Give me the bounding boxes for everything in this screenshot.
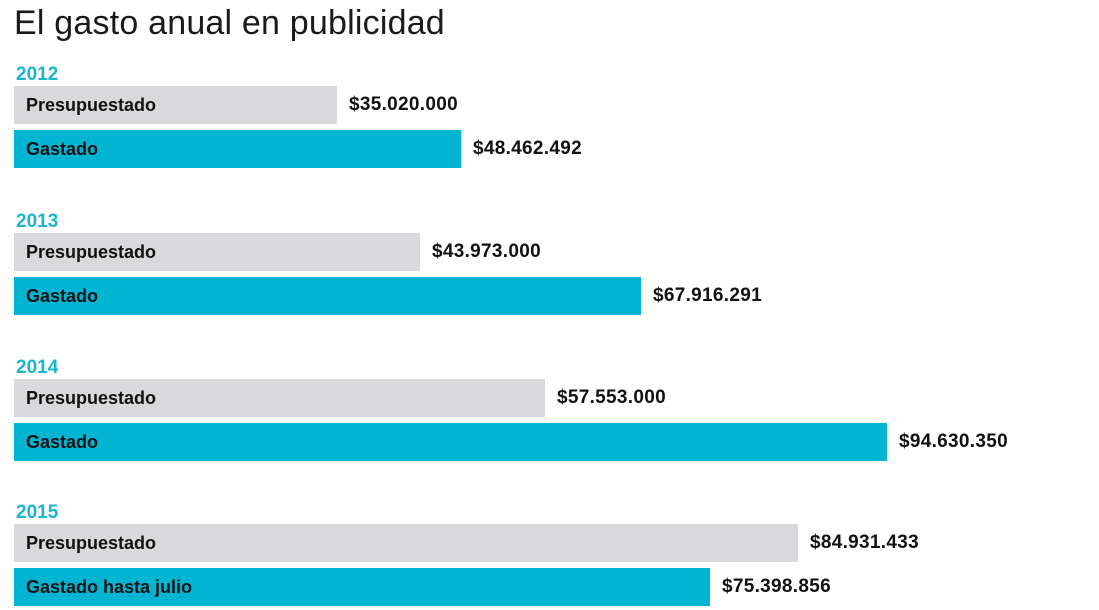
budget-bar: Presupuestado <box>14 233 420 271</box>
bar-value-label: $57.553.000 <box>557 387 666 408</box>
bar-label: Presupuestado <box>26 533 157 553</box>
bar-label: Gastado hasta julio <box>26 577 193 597</box>
year-label: 2012 <box>16 64 59 85</box>
spent-bar: Gastado <box>14 423 887 461</box>
spent-bar: Gastado <box>14 130 461 168</box>
bar-value-label: $35.020.000 <box>349 94 458 115</box>
bar-value-label: $94.630.350 <box>899 431 1008 452</box>
bar-value-label: $48.462.492 <box>473 138 582 159</box>
bar-value-label: $84.931.433 <box>810 532 919 553</box>
budget-bar: Presupuestado <box>14 524 798 562</box>
spent-bar: Gastado hasta julio <box>14 568 710 606</box>
bar-label: Presupuestado <box>26 242 157 262</box>
spent-bar: Gastado <box>14 277 641 315</box>
bar-label: Presupuestado <box>26 95 157 115</box>
bar-value-label: $67.916.291 <box>653 285 762 306</box>
year-label: 2015 <box>16 502 59 523</box>
bar-label: Gastado <box>26 432 99 452</box>
chart-title: El gasto anual en publicidad <box>14 4 445 42</box>
bar-value-label: $75.398.856 <box>722 576 831 597</box>
budget-bar: Presupuestado <box>14 379 545 417</box>
budget-bar: Presupuestado <box>14 86 337 124</box>
bar-label: Gastado <box>26 286 99 306</box>
bar-label: Gastado <box>26 139 99 159</box>
bar-value-label: $43.973.000 <box>432 241 541 262</box>
year-label: 2013 <box>16 211 59 232</box>
year-label: 2014 <box>16 357 59 378</box>
bar-label: Presupuestado <box>26 388 157 408</box>
